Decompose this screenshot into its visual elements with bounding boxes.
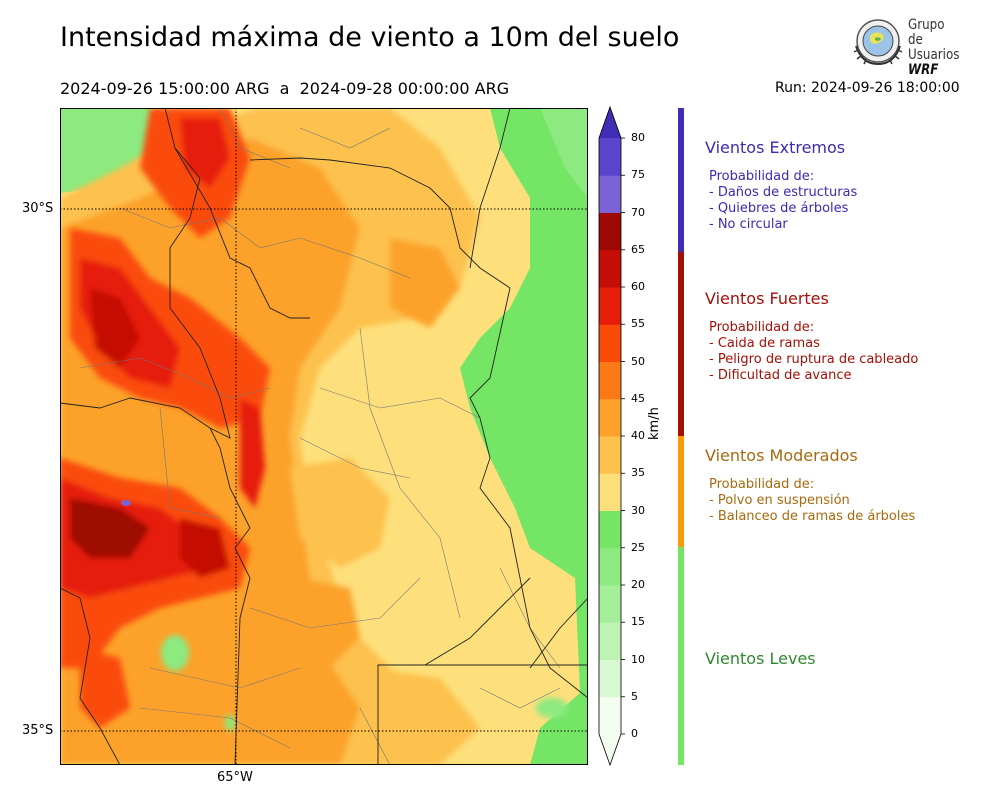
weak-wind-region-east (460, 108, 588, 765)
category-moderate-title: Vientos Moderados (705, 446, 858, 465)
category-strong-line: - Caida de ramas (709, 336, 820, 351)
colorbar-tick-label: 35 (631, 466, 645, 480)
weak-wind-patches-south (161, 635, 568, 731)
category-moderate-line: Probabilidad de: (709, 477, 815, 492)
colorbar-segment (599, 696, 621, 735)
colorbar (598, 105, 625, 767)
map-frame (60, 108, 588, 765)
colorbar-segment (599, 510, 621, 549)
run-time: Run: 2024-09-26 18:00:00 (775, 80, 960, 96)
category-strong-title: Vientos Fuertes (705, 289, 829, 308)
colorbar-unit: km/h (647, 407, 662, 440)
category-strong: Vientos Fuertes Probabilidad de: - Caida… (705, 289, 918, 384)
colorbar-segment (599, 622, 621, 660)
category-bar-moderate (678, 436, 684, 547)
colorbar-segment (599, 212, 621, 251)
colorbar-segment (599, 324, 621, 362)
colorbar-tick-label: 40 (631, 429, 645, 442)
lat-label-35s: 35°S (22, 723, 54, 738)
colorbar-segment (599, 659, 621, 698)
category-strong-line: Probabilidad de: (709, 320, 815, 335)
category-extreme: Vientos Extremos Probabilidad de: - Daño… (705, 138, 857, 233)
lon-label-65w: 65°W (217, 770, 253, 785)
colorbar-segment (599, 361, 621, 400)
category-moderate-line: - Balanceo de ramas de árboles (709, 509, 916, 524)
colorbar-extend-bottom (599, 734, 621, 765)
colorbar-segment (599, 249, 621, 288)
map-title: Intensidad máxima de viento a 10m del su… (60, 22, 680, 53)
category-bar-weak (678, 547, 684, 765)
strong-wind-regions (60, 108, 270, 728)
globe-logo-icon (853, 19, 903, 66)
category-extreme-line: - Daños de estructuras (709, 185, 858, 200)
logo-line-2: Usuarios (908, 47, 960, 63)
colorbar-tick-label: 10 (631, 652, 645, 666)
colorbar-segment (599, 473, 621, 511)
logo-line-3: WRF (908, 62, 939, 78)
colorbar-tick-label: 70 (631, 205, 645, 219)
category-extreme-title: Vientos Extremos (705, 138, 846, 157)
wrf-users-logo: Grupo de Usuarios WRF (848, 16, 970, 78)
colorbar-extend-top (599, 107, 621, 138)
lat-label-30s: 30°S (22, 201, 54, 216)
category-extreme-line: - No circular (709, 217, 788, 232)
category-weak: Vientos Leves (705, 649, 816, 680)
colorbar-tick-label: 15 (631, 615, 645, 629)
graticule (60, 108, 588, 765)
category-strong-line: - Dificultad de avance (709, 368, 852, 383)
colorbar-tick-label: 75 (631, 168, 645, 182)
colorbar-tick-label: 60 (631, 280, 645, 293)
wind-speed-map (60, 108, 588, 765)
colorbar-segment (599, 287, 621, 325)
colorbar-segment (599, 175, 621, 213)
colorbar-tick-label: 50 (631, 354, 645, 368)
colorbar-tick-label: 20 (631, 578, 645, 591)
extreme-wind-spot (121, 500, 131, 506)
category-strong-line: - Peligro de ruptura de cableado (709, 352, 919, 367)
department-borders (79, 108, 561, 765)
colorbar-tick-label: 55 (631, 317, 645, 331)
colorbar-segment (599, 398, 621, 437)
colorbar-segment (599, 585, 621, 623)
colorbar-segment (599, 138, 621, 176)
colorbar-tick-label: 30 (631, 503, 645, 517)
logo-line-1: Grupo de (908, 17, 945, 48)
forecast-period: 2024-09-26 15:00:00 ARG a 2024-09-28 00:… (60, 79, 510, 98)
colorbar-segment (599, 547, 621, 586)
category-moderate-line: - Polvo en suspensión (709, 493, 850, 508)
colorbar-segment (599, 436, 621, 474)
category-extreme-line: Probabilidad de: (709, 169, 815, 184)
category-bar-extreme (678, 108, 684, 252)
category-weak-title: Vientos Leves (705, 649, 816, 668)
colorbar-tick-label: 5 (631, 689, 638, 703)
colorbar-tick-label: 80 (631, 131, 645, 144)
colorbar-tick-label: 45 (631, 391, 645, 405)
category-bar-strong (678, 252, 684, 436)
province-borders (60, 108, 588, 765)
colorbar-tick-label: 25 (631, 540, 645, 554)
colorbar-tick-label: 0 (631, 727, 638, 740)
category-moderate: Vientos Moderados Probabilidad de: - Pol… (705, 446, 915, 525)
category-extreme-line: - Quiebres de árboles (709, 201, 849, 216)
colorbar-tick-label: 65 (631, 242, 645, 256)
